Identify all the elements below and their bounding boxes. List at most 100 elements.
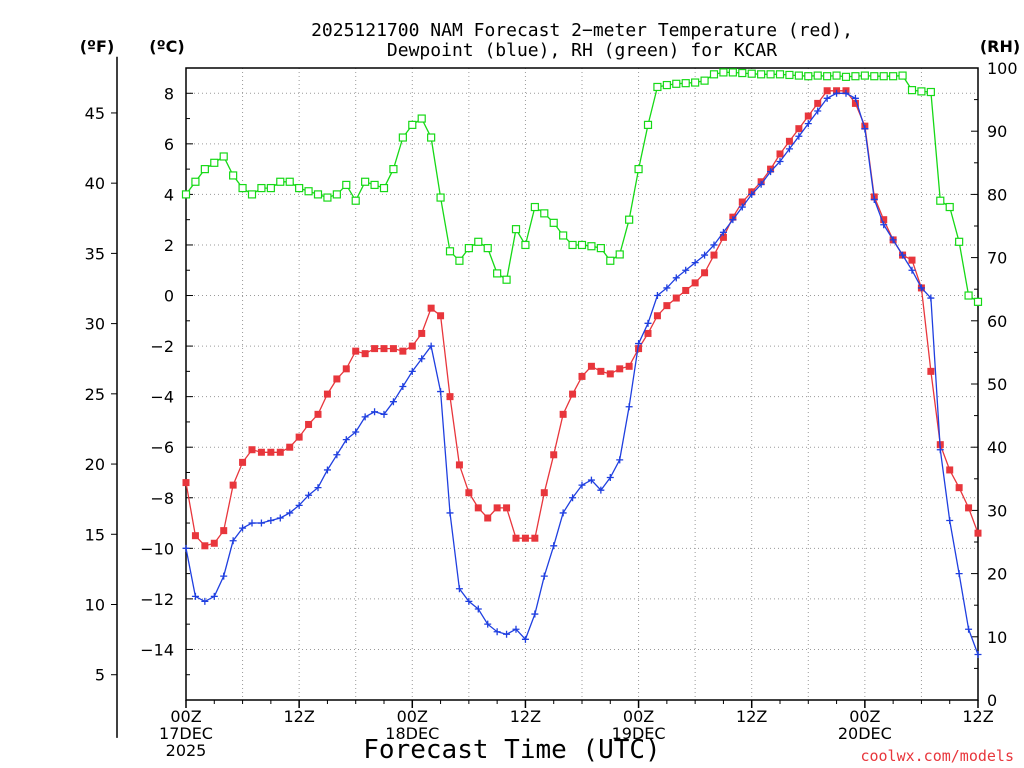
dewpoint-point	[455, 585, 463, 593]
rh-point	[191, 177, 200, 186]
c-axis-tick-label: 4	[164, 185, 174, 204]
rh-point	[323, 193, 332, 202]
rh-point	[672, 79, 681, 88]
temperature-point	[446, 393, 454, 401]
x-axis-tick-label: 12Z	[283, 707, 314, 726]
dewpoint-point	[965, 625, 973, 633]
dewpoint-point	[936, 446, 944, 454]
rh-point	[540, 209, 549, 218]
temperature-point	[616, 365, 624, 373]
temperature-point	[531, 534, 539, 542]
dewpoint-point	[540, 572, 548, 580]
x-axis-tick-label: 2025	[166, 741, 207, 760]
temperature-point	[625, 362, 633, 370]
rh-point	[738, 68, 747, 78]
rh-point	[766, 70, 775, 79]
temperature-point	[851, 99, 859, 107]
rh-point	[870, 72, 879, 81]
temperature-point	[210, 539, 218, 547]
x-axis-tick-label: 00Z	[849, 707, 880, 726]
rh-point	[615, 250, 624, 259]
temperature-point	[248, 446, 256, 454]
rh-point	[313, 190, 323, 199]
dewpoint-point	[276, 514, 284, 522]
rh-point	[681, 79, 690, 88]
f-axis-tick-label: 10	[85, 595, 105, 614]
rh-point	[728, 68, 737, 77]
dewpoint-point	[776, 158, 784, 166]
rh-point	[181, 190, 191, 199]
f-axis-tick-label: 25	[85, 385, 105, 404]
dewpoint-point	[267, 517, 275, 525]
f-axis-tick-label: 45	[85, 104, 105, 123]
temperature-point	[738, 198, 746, 206]
rh-point	[342, 180, 351, 190]
temperature-point	[927, 367, 935, 375]
rh-point	[219, 152, 228, 161]
rh-point	[634, 165, 643, 174]
temperature-point	[635, 345, 643, 353]
temperature-point	[342, 365, 350, 373]
temperature-point	[814, 99, 822, 107]
rh-point	[700, 76, 709, 85]
rh-point	[823, 72, 832, 81]
dewpoint-point	[361, 413, 369, 421]
rh-point	[502, 275, 511, 284]
temperature-point	[314, 410, 322, 418]
rh-point	[794, 71, 803, 80]
temperature-point	[239, 458, 247, 466]
c-axis-tick-label: −10	[140, 539, 174, 558]
f-axis-tick-label: 5	[95, 666, 105, 685]
dewpoint-point	[908, 266, 916, 274]
dewpoint-point	[465, 597, 473, 605]
dewpoint-point	[955, 570, 963, 578]
c-axis-tick-label: −6	[150, 438, 174, 457]
temperature-point	[465, 489, 473, 497]
temperature-point	[474, 504, 482, 512]
temperature-point	[323, 390, 331, 398]
temperature-point	[380, 345, 388, 353]
dewpoint-point	[823, 94, 831, 102]
rh-axis-tick-label: 0	[987, 691, 997, 710]
rh-point	[889, 72, 898, 81]
rh-point	[691, 78, 700, 87]
temperature-point	[276, 448, 284, 456]
temperature-point	[305, 420, 313, 428]
c-axis-tick-label: −4	[150, 388, 174, 407]
rh-point	[408, 120, 417, 129]
temperature-point	[597, 367, 605, 375]
rh-point	[775, 70, 785, 79]
rh-point	[200, 165, 209, 174]
series-temperature	[182, 87, 982, 550]
rh-axis-tick-label: 60	[987, 312, 1007, 331]
rh-point	[332, 190, 341, 199]
rh-point	[379, 183, 389, 193]
x-axis-label: Forecast Time (UTC)	[363, 735, 660, 765]
rh-axis-tick-label: 40	[987, 438, 1007, 457]
dewpoint-point	[946, 517, 954, 525]
f-axis-tick-label: 15	[85, 525, 105, 544]
rh-point	[389, 165, 398, 174]
dewpoint-point	[333, 451, 341, 459]
dewpoint-point	[738, 203, 746, 211]
rh-point	[304, 187, 313, 196]
dewpoint-point	[248, 519, 256, 527]
rh-point	[436, 193, 445, 202]
dewpoint-point	[512, 625, 520, 633]
temperature-point	[267, 448, 275, 456]
rh-axis-tick-label: 100	[987, 59, 1018, 78]
dewpoint-point	[880, 221, 888, 229]
dewpoint-point	[220, 572, 228, 580]
rh-point	[662, 80, 671, 90]
temperature-point	[437, 312, 445, 320]
chart-title-line-1: 2025121700 NAM Forecast 2−meter Temperat…	[311, 20, 853, 41]
dewpoint-point	[569, 494, 577, 502]
temperature-point	[550, 451, 558, 459]
rh-point	[973, 297, 983, 306]
temperature-point	[201, 542, 209, 550]
rh-point	[295, 183, 304, 193]
dewpoint-point	[210, 592, 218, 600]
c-axis-tick-label: −2	[150, 337, 174, 356]
rh-point	[417, 114, 426, 123]
dewpoint-point	[597, 486, 605, 494]
